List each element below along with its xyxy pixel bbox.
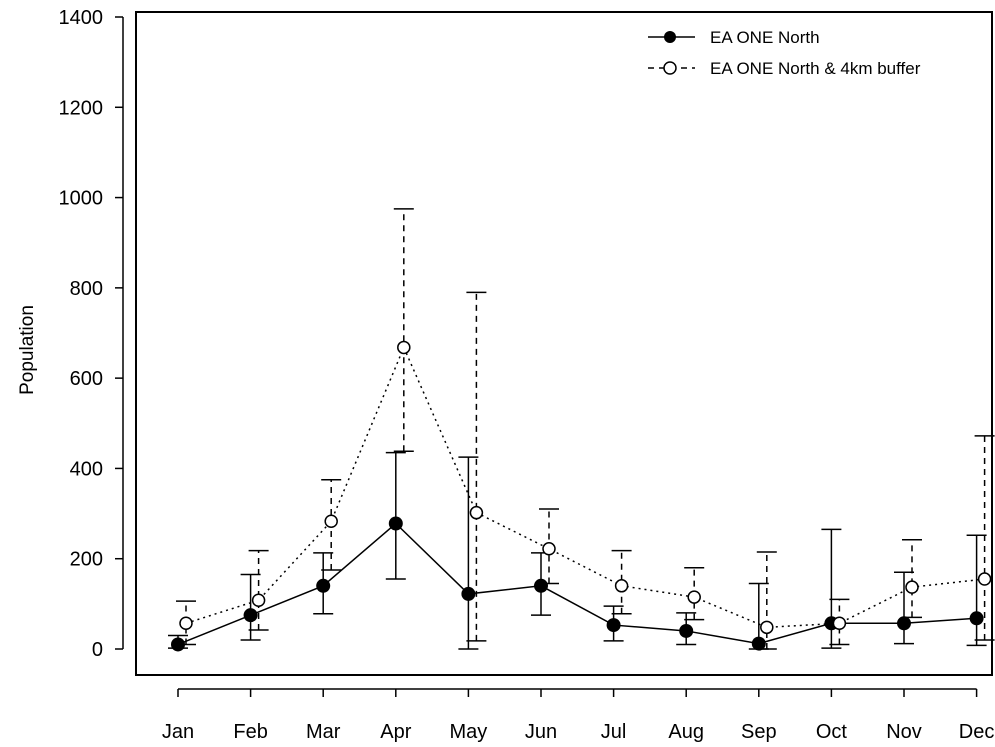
point-ea-one-north-4km-buffer-feb xyxy=(251,593,266,607)
point-ea-one-north-jun xyxy=(534,578,548,593)
errorbar-ea-one-north-oct xyxy=(821,528,842,649)
point-ea-one-north-4km-buffer-apr xyxy=(397,340,411,355)
point-ea-one-north-4km-buffer-mar xyxy=(324,514,338,528)
series-line-ea-one-north xyxy=(177,522,977,646)
x-tick-label-jul: Jul xyxy=(601,721,627,743)
legend: EA ONE North EA ONE North & 4km buffer xyxy=(648,28,921,78)
errorbar-ea-one-north-may xyxy=(458,456,479,650)
series-line-ea-one-north-4km-buffer xyxy=(185,345,985,629)
y-tick-label-1200: 1200 xyxy=(59,97,104,119)
x-tick-label-oct: Oct xyxy=(816,721,848,743)
x-tick-label-jan: Jan xyxy=(162,721,194,743)
x-tick-label-mar: Mar xyxy=(306,721,341,743)
y-tick-label-400: 400 xyxy=(70,458,103,480)
x-tick-label-sep: Sep xyxy=(741,721,777,743)
series-ea-one-north xyxy=(168,451,987,652)
errorbar-ea-one-north-apr xyxy=(385,451,406,580)
series-ea-one-north-4km-buffer xyxy=(176,208,995,650)
errorbar-ea-one-north-4km-buffer-jul xyxy=(611,549,632,615)
y-axis: 0 200 400 600 800 1000 1200 1400 xyxy=(59,7,124,661)
legend-label-ea-one-north-buffer: EA ONE North & 4km buffer xyxy=(710,59,921,78)
point-ea-one-north-4km-buffer-dec xyxy=(977,572,992,586)
point-ea-one-north-may xyxy=(461,586,476,601)
y-axis-title: Population xyxy=(17,305,38,395)
point-ea-one-north-mar xyxy=(316,578,331,593)
point-ea-one-north-4km-buffer-jul xyxy=(614,579,629,593)
x-tick-label-aug: Aug xyxy=(668,721,704,743)
y-tick-label-200: 200 xyxy=(70,549,103,571)
x-axis: Jan Feb Mar Apr May Jun Jul Aug Sep Oct Nov Dec xyxy=(162,688,995,743)
errorbar-ea-one-north-nov xyxy=(894,571,914,645)
errorbar-ea-one-north-4km-buffer-nov xyxy=(902,539,922,619)
point-ea-one-north-nov xyxy=(897,616,911,631)
errorbar-ea-one-north-dec xyxy=(966,534,987,647)
point-ea-one-north-4km-buffer-sep xyxy=(760,620,774,635)
legend-label-ea-one-north: EA ONE North xyxy=(710,28,820,47)
point-ea-one-north-feb xyxy=(243,608,258,623)
x-tick-label-feb: Feb xyxy=(233,721,267,743)
point-ea-one-north-jul xyxy=(606,618,621,633)
errorbar-ea-one-north-4km-buffer-sep xyxy=(756,551,777,650)
errorbar-ea-one-north-4km-buffer-dec xyxy=(974,435,995,641)
x-tick-label-jun: Jun xyxy=(525,721,557,743)
legend-marker-ea-one-north-buffer xyxy=(663,61,677,75)
y-tick-label-800: 800 xyxy=(70,278,103,300)
point-ea-one-north-4km-buffer-may xyxy=(469,505,484,520)
errorbar-ea-one-north-4km-buffer-apr xyxy=(393,208,414,453)
point-ea-one-north-4km-buffer-oct xyxy=(832,616,847,631)
point-ea-one-north-4km-buffer-nov xyxy=(905,580,919,594)
y-tick-label-0: 0 xyxy=(92,639,103,661)
errorbar-ea-one-north-4km-buffer-jan xyxy=(176,600,196,646)
point-ea-one-north-aug xyxy=(679,623,694,638)
y-tick-label-1000: 1000 xyxy=(59,188,104,210)
errorbar-ea-one-north-feb xyxy=(240,573,261,641)
point-ea-one-north-sep xyxy=(751,636,766,651)
point-ea-one-north-dec xyxy=(969,611,984,626)
x-tick-label-apr: Apr xyxy=(380,721,411,743)
point-ea-one-north-apr xyxy=(388,516,403,531)
point-ea-one-north-4km-buffer-jan xyxy=(179,616,193,631)
point-ea-one-north-4km-buffer-aug xyxy=(687,590,701,604)
x-tick-label-dec: Dec xyxy=(959,721,995,743)
y-tick-label-1400: 1400 xyxy=(59,7,104,29)
series-layer xyxy=(168,208,995,652)
plot-frame xyxy=(135,11,993,676)
errorbar-ea-one-north-4km-buffer-may xyxy=(466,291,487,642)
legend-marker-ea-one-north xyxy=(664,31,676,43)
errorbar-ea-one-north-4km-buffer-feb xyxy=(248,549,269,631)
x-tick-label-may: May xyxy=(450,721,488,743)
point-ea-one-north-4km-buffer-jun xyxy=(542,542,556,556)
y-tick-label-600: 600 xyxy=(70,368,103,390)
x-tick-label-nov: Nov xyxy=(886,721,922,743)
